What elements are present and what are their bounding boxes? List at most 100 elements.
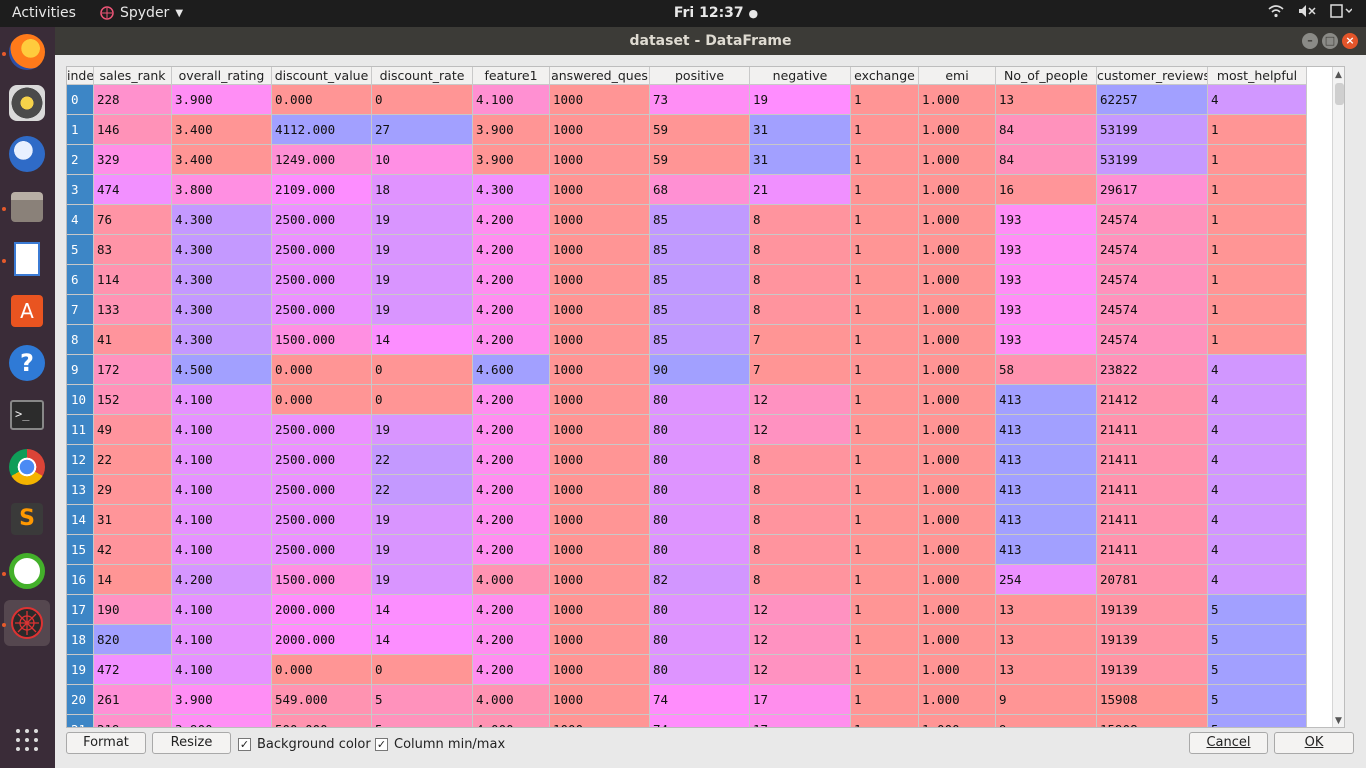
table-cell[interactable]: 254 — [996, 565, 1097, 595]
table-cell[interactable]: 1 — [851, 595, 919, 625]
table-cell[interactable]: 68 — [650, 175, 750, 205]
table-cell[interactable]: 31 — [750, 115, 851, 145]
table-cell[interactable]: 84 — [996, 145, 1097, 175]
table-cell[interactable]: 1000 — [550, 235, 650, 265]
table-cell[interactable]: 1000 — [550, 475, 650, 505]
table-cell[interactable]: 8 — [750, 205, 851, 235]
table-cell[interactable]: 1 — [851, 115, 919, 145]
table-cell[interactable]: 16 — [996, 175, 1097, 205]
table-cell[interactable]: 1 — [1208, 145, 1307, 175]
table-cell[interactable]: 8 — [750, 445, 851, 475]
table-cell[interactable]: 1 — [851, 385, 919, 415]
table-cell[interactable]: 193 — [996, 205, 1097, 235]
table-cell[interactable]: 1.000 — [919, 715, 996, 727]
table-cell[interactable]: 21411 — [1097, 505, 1208, 535]
column-header[interactable]: feature1 — [473, 67, 550, 85]
column-header[interactable]: emi — [919, 67, 996, 85]
table-cell[interactable]: 17 — [750, 685, 851, 715]
table-cell[interactable]: 3.900 — [172, 685, 272, 715]
table-cell[interactable]: 1000 — [550, 145, 650, 175]
table-cell[interactable]: 1 — [851, 265, 919, 295]
table-cell[interactable]: 80 — [650, 535, 750, 565]
table-cell[interactable]: 13 — [996, 595, 1097, 625]
table-cell[interactable]: 53199 — [1097, 145, 1208, 175]
table-cell[interactable]: 3.900 — [473, 145, 550, 175]
table-cell[interactable]: 19 — [750, 85, 851, 115]
table-cell[interactable]: 4.200 — [473, 535, 550, 565]
table-cell[interactable]: 4.200 — [473, 295, 550, 325]
dock-firefox[interactable] — [4, 29, 50, 75]
table-cell[interactable]: 1000 — [550, 715, 650, 727]
table-cell[interactable]: 4.300 — [172, 265, 272, 295]
table-cell[interactable]: 19 — [372, 415, 473, 445]
dock-show-apps[interactable] — [4, 717, 50, 763]
table-cell[interactable]: 15908 — [1097, 685, 1208, 715]
row-index[interactable]: 4 — [67, 205, 94, 235]
table-cell[interactable]: 59 — [650, 145, 750, 175]
table-cell[interactable]: 1000 — [550, 655, 650, 685]
table-cell[interactable]: 4 — [1208, 355, 1307, 385]
row-index[interactable]: 14 — [67, 505, 94, 535]
table-cell[interactable]: 2000.000 — [272, 625, 372, 655]
table-cell[interactable]: 1 — [1208, 295, 1307, 325]
table-cell[interactable]: 474 — [94, 175, 172, 205]
table-cell[interactable]: 58 — [996, 355, 1097, 385]
row-index[interactable]: 1 — [67, 115, 94, 145]
table-cell[interactable]: 5 — [1208, 595, 1307, 625]
table-cell[interactable]: 219 — [94, 715, 172, 727]
table-cell[interactable]: 4 — [1208, 85, 1307, 115]
table-cell[interactable]: 0 — [372, 355, 473, 385]
table-row[interactable]: 20 261 3.900 549.000 5 4.000 1000 74 17 1 1.000 9 15… — [67, 685, 1307, 715]
row-index[interactable]: 17 — [67, 595, 94, 625]
table-cell[interactable]: 4 — [1208, 535, 1307, 565]
table-cell[interactable]: 4.200 — [473, 325, 550, 355]
table-cell[interactable]: 4.200 — [473, 625, 550, 655]
table-cell[interactable]: 1 — [851, 415, 919, 445]
row-index[interactable]: 0 — [67, 85, 94, 115]
table-cell[interactable]: 14 — [94, 565, 172, 595]
table-cell[interactable]: 73 — [650, 85, 750, 115]
table-cell[interactable]: 4.200 — [473, 385, 550, 415]
column-header[interactable]: overall_rating — [172, 67, 272, 85]
table-row[interactable]: 16 14 4.200 1500.000 19 4.000 1000 82 8 1 1.000 254… — [67, 565, 1307, 595]
table-cell[interactable]: 19 — [372, 205, 473, 235]
table-cell[interactable]: 228 — [94, 85, 172, 115]
table-cell[interactable]: 4.100 — [172, 655, 272, 685]
table-cell[interactable]: 1000 — [550, 505, 650, 535]
table-row[interactable]: 18 820 4.100 2000.000 14 4.200 1000 80 12 1 1.000 1… — [67, 625, 1307, 655]
table-cell[interactable]: 19139 — [1097, 655, 1208, 685]
table-cell[interactable]: 5 — [1208, 625, 1307, 655]
table-cell[interactable]: 0.000 — [272, 355, 372, 385]
table-cell[interactable]: 133 — [94, 295, 172, 325]
window-titlebar[interactable]: dataset - DataFrame – □ × — [55, 27, 1366, 55]
table-cell[interactable]: 21411 — [1097, 535, 1208, 565]
table-cell[interactable]: 1 — [1208, 175, 1307, 205]
table-cell[interactable]: 1000 — [550, 565, 650, 595]
table-cell[interactable]: 4.200 — [473, 505, 550, 535]
table-cell[interactable]: 152 — [94, 385, 172, 415]
table-cell[interactable]: 1 — [851, 655, 919, 685]
table-cell[interactable]: 4.100 — [172, 535, 272, 565]
table-cell[interactable]: 1.000 — [919, 115, 996, 145]
table-cell[interactable]: 15908 — [1097, 715, 1208, 727]
table-cell[interactable]: 3.900 — [473, 115, 550, 145]
table-cell[interactable]: 76 — [94, 205, 172, 235]
table-row[interactable]: 2 329 3.400 1249.000 10 3.900 1000 59 31 1 1.000 84… — [67, 145, 1307, 175]
table-cell[interactable]: 24574 — [1097, 325, 1208, 355]
table-cell[interactable]: 413 — [996, 535, 1097, 565]
table-cell[interactable]: 1 — [851, 355, 919, 385]
table-cell[interactable]: 1000 — [550, 415, 650, 445]
table-cell[interactable]: 24574 — [1097, 205, 1208, 235]
table-row[interactable]: 7 133 4.300 2500.000 19 4.200 1000 85 8 1 1.000 193… — [67, 295, 1307, 325]
table-cell[interactable]: 82 — [650, 565, 750, 595]
table-cell[interactable]: 193 — [996, 325, 1097, 355]
table-row[interactable]: 212193.900500.00054.0001000741711.000915… — [67, 715, 1307, 727]
table-cell[interactable]: 12 — [750, 655, 851, 685]
dock-rhythmbox[interactable] — [4, 80, 50, 126]
table-cell[interactable]: 4 — [1208, 565, 1307, 595]
table-cell[interactable]: 8 — [750, 295, 851, 325]
table-cell[interactable]: 21411 — [1097, 475, 1208, 505]
table-cell[interactable]: 17 — [750, 715, 851, 727]
dock-sublime[interactable]: S — [4, 496, 50, 542]
table-cell[interactable]: 4.000 — [473, 685, 550, 715]
